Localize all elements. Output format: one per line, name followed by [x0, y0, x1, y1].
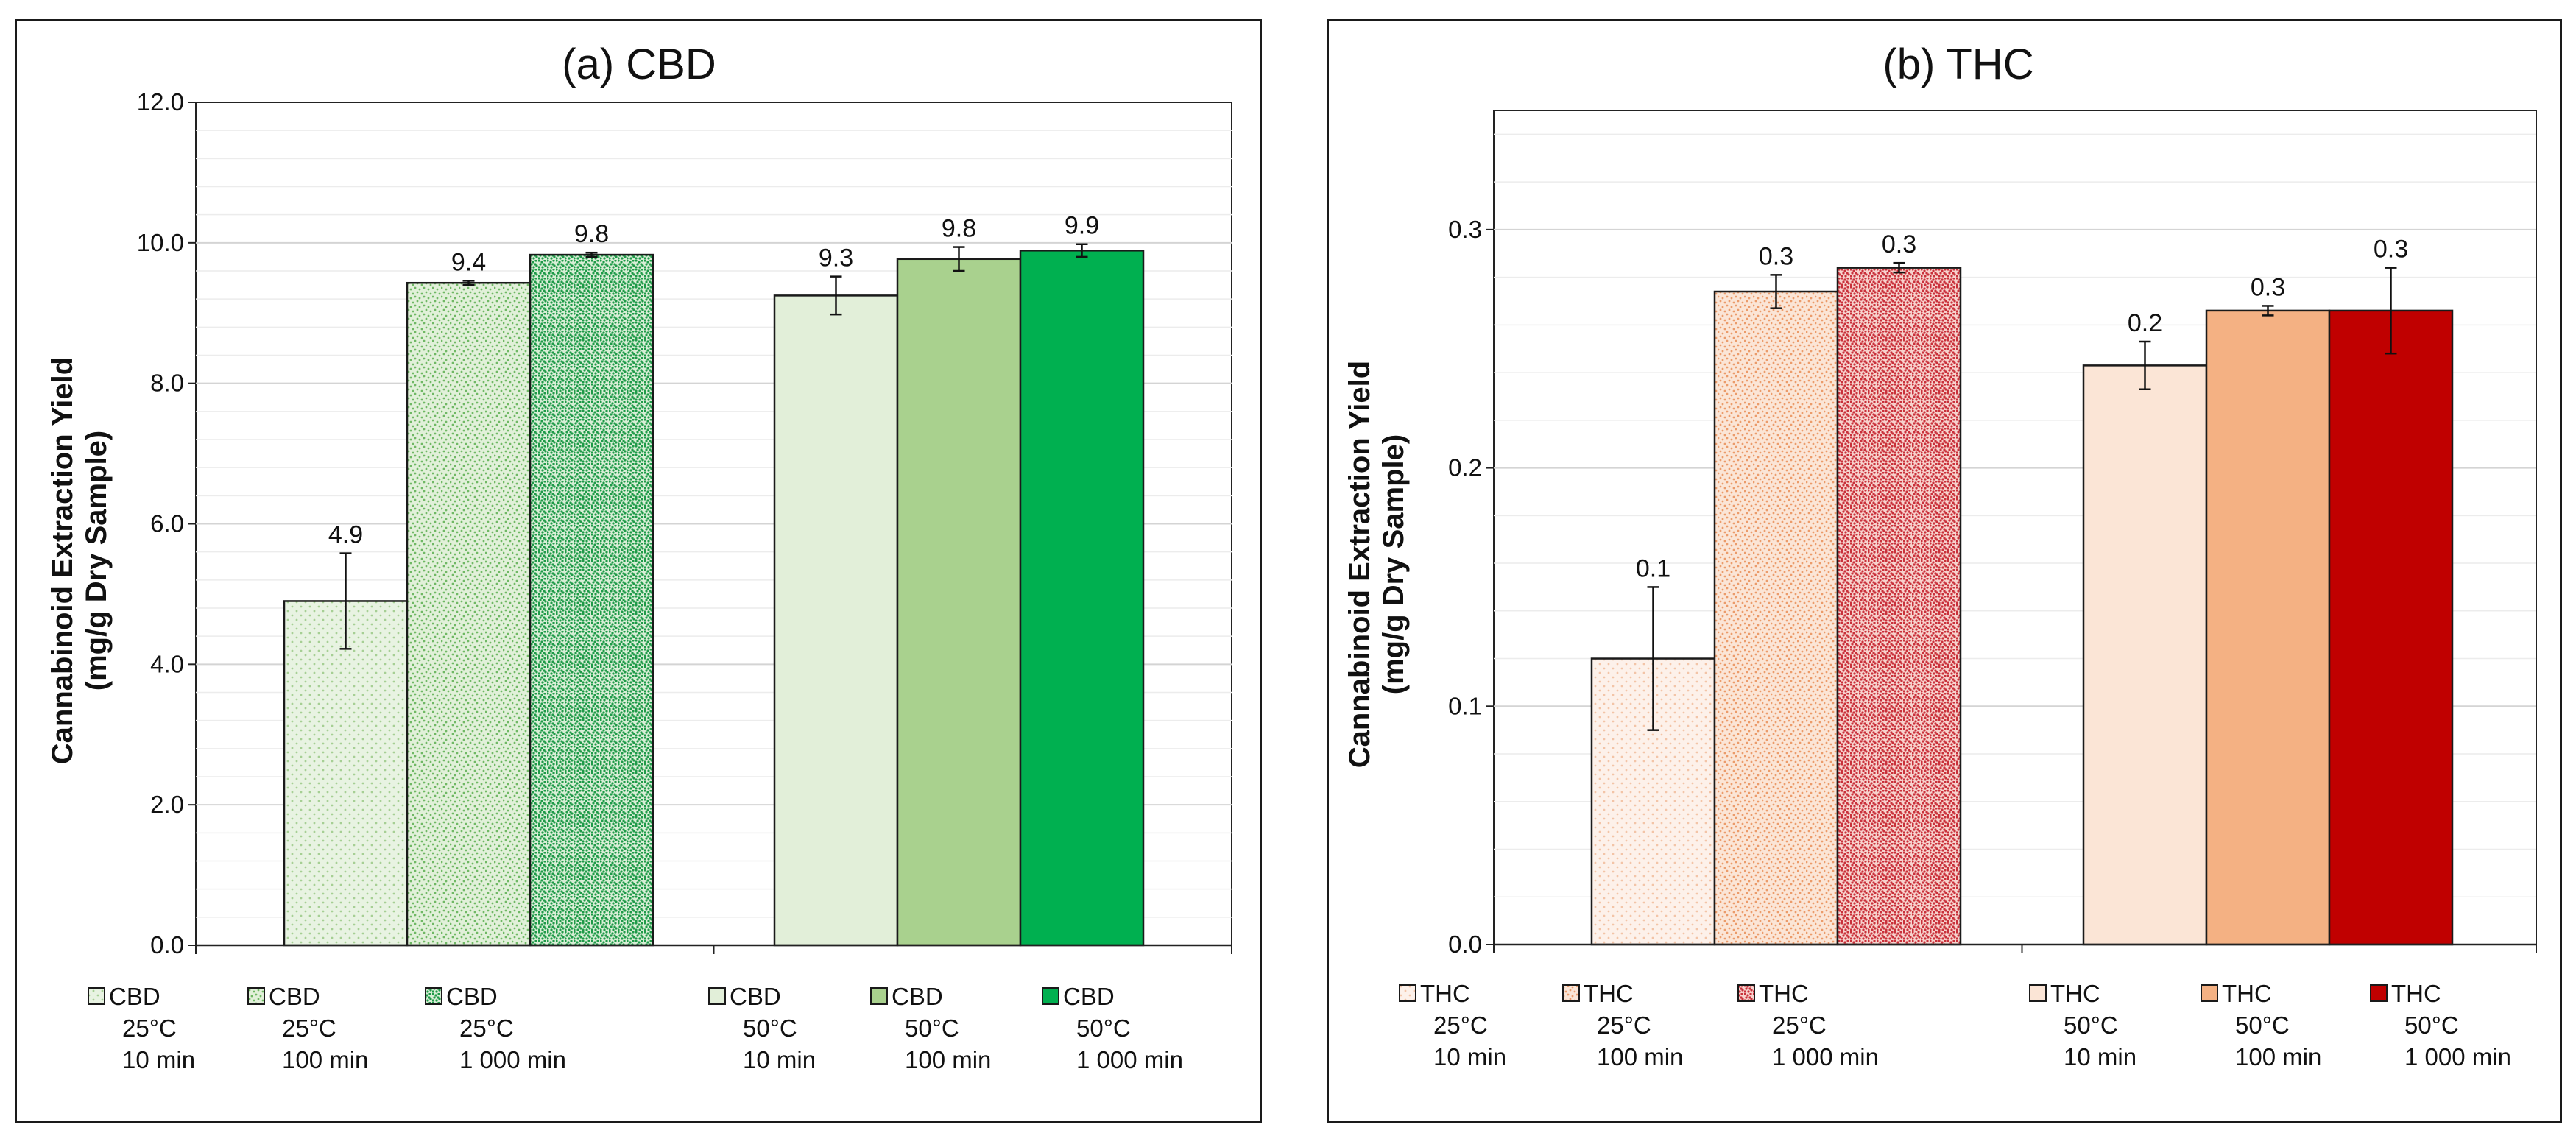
legend-label: 25°C [1433, 1012, 1488, 1039]
data-label: 0.3 [2251, 273, 2285, 301]
chart-title: (b) THC [1882, 40, 2033, 88]
data-label: 0.3 [1759, 242, 1793, 270]
legend-label: CBD [730, 983, 781, 1010]
bar [529, 253, 654, 947]
legend-label: THC [2222, 980, 2272, 1007]
legend-label: CBD [269, 983, 320, 1010]
data-label: 0.3 [2374, 236, 2408, 264]
data-label: 9.3 [819, 244, 853, 272]
data-label: 9.8 [942, 215, 976, 243]
legend-label: 100 min [905, 1046, 991, 1073]
y-tick-label: 6.0 [150, 510, 184, 537]
legend-label: CBD [109, 983, 160, 1010]
bar [2205, 309, 2331, 946]
legend-swatch [2029, 984, 2047, 1002]
legend-label: THC [1584, 980, 1634, 1007]
y-tick-label: 0.3 [1448, 216, 1482, 243]
data-label: 9.4 [451, 248, 486, 276]
legend-label: 50°C [1076, 1014, 1131, 1042]
y-tick-label: 0.2 [1448, 454, 1482, 481]
legend-label: 100 min [282, 1046, 368, 1073]
legend-swatch [870, 987, 888, 1005]
y-tick-label: 2.0 [150, 791, 184, 818]
legend-label: 10 min [1433, 1043, 1506, 1070]
legend-label: 25°C [459, 1014, 514, 1042]
bar [406, 281, 532, 947]
legend-label: 1 000 min [2404, 1043, 2511, 1070]
legend-label: 1 000 min [1076, 1046, 1183, 1073]
data-label: 9.8 [574, 220, 609, 248]
legend-label: 10 min [122, 1046, 195, 1073]
legend-label: 25°C [282, 1014, 336, 1042]
legend-label: 100 min [1597, 1043, 1683, 1070]
legend-label: 1 000 min [459, 1046, 566, 1073]
legend-label: CBD [1063, 983, 1115, 1010]
legend-label: 50°C [905, 1014, 959, 1042]
legend-label: 50°C [2404, 1012, 2459, 1039]
legend-label: 10 min [743, 1046, 816, 1073]
legend-swatch [1399, 984, 1416, 1002]
bar [1019, 250, 1145, 947]
y-axis-label: Cannabinoid Extraction Yield [1344, 361, 1376, 768]
legend-label: THC [1759, 980, 1809, 1007]
y-tick-label: 10.0 [137, 229, 184, 256]
data-label: 0.2 [2128, 309, 2162, 337]
legend-label: 50°C [2235, 1012, 2290, 1039]
y-axis-label: (mg/g Dry Sample) [80, 431, 113, 691]
bar [1713, 290, 1839, 946]
bar [2328, 309, 2454, 946]
legend-label: 10 min [2064, 1043, 2136, 1070]
thc-chart: (b) THC 0.0 0.1 0.2 0.3 Cannabinoid Extractio… [1344, 40, 2537, 1070]
y-tick-label: 0.0 [150, 931, 184, 959]
data-label: 4.9 [328, 521, 363, 549]
legend-label: 100 min [2235, 1043, 2321, 1070]
legend-label: CBD [446, 983, 498, 1010]
legend-label: THC [2391, 980, 2441, 1007]
y-tick-label: 0.1 [1448, 692, 1482, 719]
legend-swatch [1562, 984, 1580, 1002]
legend-label: 1 000 min [1772, 1043, 1879, 1070]
bar [773, 294, 899, 947]
chart-panel-thc: (b) THC 0.0 0.1 0.2 0.3 Cannabinoid Extractio… [1327, 19, 2562, 1123]
bar [2082, 364, 2208, 946]
legend-label: 50°C [2064, 1012, 2118, 1039]
legend-label: THC [2050, 980, 2100, 1007]
legend-swatch [708, 987, 726, 1005]
bar [1836, 267, 1962, 946]
legend-swatch [1737, 984, 1755, 1002]
y-tick-label: 8.0 [150, 370, 184, 397]
data-label: 0.3 [1882, 230, 1916, 258]
bar [896, 258, 1022, 947]
legend-label: 50°C [743, 1014, 797, 1042]
chart-panel-cbd: (a) CBD 0.0 2.0 4.0 6.0 8.0 10.0 12.0 Cannabinoi… [15, 19, 1262, 1123]
y-tick-label: 12.0 [137, 88, 184, 116]
legend-swatch [2201, 984, 2218, 1002]
cbd-chart: (a) CBD 0.0 2.0 4.0 6.0 8.0 10.0 12.0 Cannabinoi… [46, 40, 1232, 1073]
y-axis-label: Cannabinoid Extraction Yield [46, 357, 79, 764]
y-tick-label: 0.0 [1448, 931, 1482, 958]
legend-label: 25°C [1772, 1012, 1827, 1039]
legend-swatch [247, 987, 265, 1005]
legend-swatch [2370, 984, 2388, 1002]
legend-label: 25°C [1597, 1012, 1651, 1039]
y-tick-label: 4.0 [150, 650, 184, 677]
data-label: 0.1 [1636, 554, 1670, 582]
legend-swatch [1042, 987, 1059, 1005]
legend-swatch [88, 987, 105, 1005]
bar [283, 600, 409, 947]
y-axis-label: (mg/g Dry Sample) [1377, 434, 1410, 694]
legend-label: CBD [892, 983, 943, 1010]
legend-swatch [425, 987, 442, 1005]
chart-title: (a) CBD [562, 40, 716, 88]
legend-label: THC [1420, 980, 1470, 1007]
data-label: 9.9 [1065, 212, 1099, 240]
legend-label: 25°C [122, 1014, 177, 1042]
